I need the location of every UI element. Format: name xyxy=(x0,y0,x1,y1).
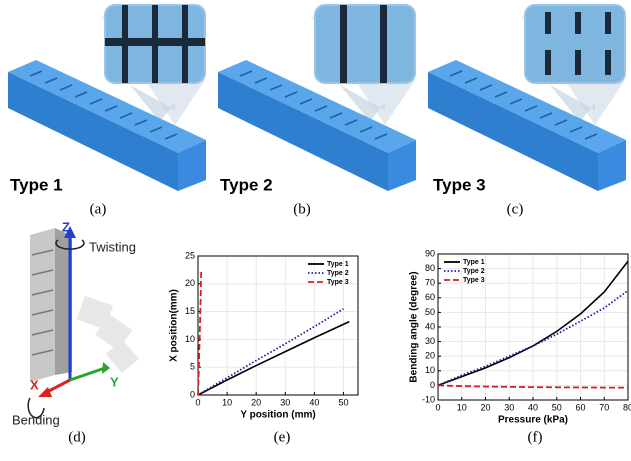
y-tick-label: 50 xyxy=(425,307,435,317)
x-axis-label: Y position (mm) xyxy=(240,410,315,421)
x-tick-label: 20 xyxy=(251,397,261,407)
legend-label: Type 2 xyxy=(463,268,485,275)
x-tick-label: 10 xyxy=(222,397,232,407)
y-axis-label: X position(mm) xyxy=(169,289,180,362)
x-axis-label: Pressure (kPa) xyxy=(498,415,568,426)
type-label: Type 2 xyxy=(220,175,273,194)
beam-type3 xyxy=(428,5,626,191)
x-tick-label: 50 xyxy=(552,402,562,412)
y-tick-label: 20 xyxy=(425,351,435,361)
y-tick-label: 40 xyxy=(425,321,435,331)
legend-label: Type 3 xyxy=(327,279,349,286)
y-tick-label: 80 xyxy=(425,263,435,273)
axis-label: Y xyxy=(110,374,119,389)
legend-label: Type 1 xyxy=(463,259,485,266)
legend-label: Type 3 xyxy=(463,277,485,284)
figure: Type 1 Type 2 Type 3 (a) (b) (c) (d) (e)… xyxy=(0,0,631,456)
y-tick-label: 70 xyxy=(425,278,435,288)
x-tick-label: 50 xyxy=(338,397,348,407)
annotation: Twisting xyxy=(89,239,136,254)
legend-label: Type 2 xyxy=(327,270,349,277)
panel-letter: (f) xyxy=(528,429,543,445)
annotation: Bending xyxy=(12,412,60,427)
panel-letter: (c) xyxy=(507,201,524,217)
y-tick-label: 20 xyxy=(185,278,195,288)
y-tick-label: 5 xyxy=(190,362,195,372)
beam-type2 xyxy=(218,5,416,191)
x-tick-label: 30 xyxy=(280,397,290,407)
y-tick-label: 0 xyxy=(430,380,435,390)
axis-label: X xyxy=(30,377,39,392)
x-tick-label: 0 xyxy=(435,402,440,412)
y-tick-label: 10 xyxy=(425,365,435,375)
plot-area xyxy=(198,256,358,395)
x-tick-label: 70 xyxy=(599,402,609,412)
x-tick-label: 60 xyxy=(575,402,585,412)
y-tick-label: 0 xyxy=(190,389,195,399)
x-tick-label: 80 xyxy=(623,402,631,412)
y-axis-label: Bending angle (degree) xyxy=(409,271,420,382)
panel-letter: (a) xyxy=(90,201,107,217)
x-tick-label: 10 xyxy=(457,402,467,412)
x-tick-label: 20 xyxy=(480,402,490,412)
type-label: Type 3 xyxy=(433,175,486,194)
panel-letter: (e) xyxy=(274,429,291,445)
axis-label: Z xyxy=(62,219,70,234)
y-tick-label: 15 xyxy=(185,306,195,316)
robot-diagram xyxy=(28,226,139,418)
x-tick-label: 30 xyxy=(504,402,514,412)
x-tick-label: 40 xyxy=(528,402,538,412)
y-tick-label: 30 xyxy=(425,336,435,346)
y-tick-label: -10 xyxy=(422,394,435,404)
y-tick-label: 25 xyxy=(185,250,195,260)
type-label: Type 1 xyxy=(10,175,63,194)
panel-letter: (b) xyxy=(293,201,311,217)
y-tick-label: 90 xyxy=(425,248,435,258)
y-tick-label: 10 xyxy=(185,334,195,344)
x-tick-label: 40 xyxy=(309,397,319,407)
panel-letter: (d) xyxy=(68,429,86,445)
legend-label: Type 1 xyxy=(327,261,349,268)
x-tick-label: 0 xyxy=(195,397,200,407)
beam-type1 xyxy=(8,5,206,191)
y-tick-label: 60 xyxy=(425,292,435,302)
